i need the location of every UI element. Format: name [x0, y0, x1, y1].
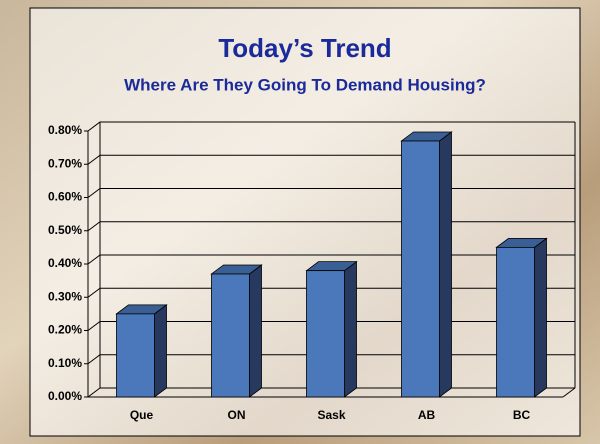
y-tick-label: 0.50% — [48, 223, 82, 237]
bar — [306, 270, 345, 398]
y-tick-label: 0.10% — [48, 356, 82, 370]
chart-title: Today’s Trend — [218, 33, 391, 63]
x-tick-label: Sask — [317, 408, 345, 422]
bar-side — [439, 131, 452, 398]
bar-side — [249, 264, 262, 398]
y-tick-label: 0.70% — [48, 156, 82, 170]
bar — [496, 246, 535, 398]
y-tick-label: 0.80% — [48, 123, 82, 137]
x-tick-label: BC — [513, 408, 531, 422]
x-tick-label: AB — [418, 408, 436, 422]
bar — [401, 140, 440, 398]
grid-line — [87, 121, 575, 132]
bar-side — [344, 260, 357, 398]
bar — [211, 273, 250, 398]
y-tick-label: 0.40% — [48, 256, 82, 270]
bar-side — [154, 304, 167, 398]
y-tick-label: 0.60% — [48, 190, 82, 204]
x-tick-label: ON — [228, 408, 246, 422]
bar-side — [534, 237, 547, 398]
bar — [116, 313, 155, 398]
y-tick-label: 0.30% — [48, 289, 82, 303]
chart-subtitle: Where Are They Going To Demand Housing? — [124, 75, 486, 94]
x-tick-label: Que — [130, 408, 154, 422]
y-tick-label: 0.00% — [48, 389, 82, 403]
axis-line — [562, 387, 576, 398]
y-tick-label: 0.20% — [48, 323, 82, 337]
